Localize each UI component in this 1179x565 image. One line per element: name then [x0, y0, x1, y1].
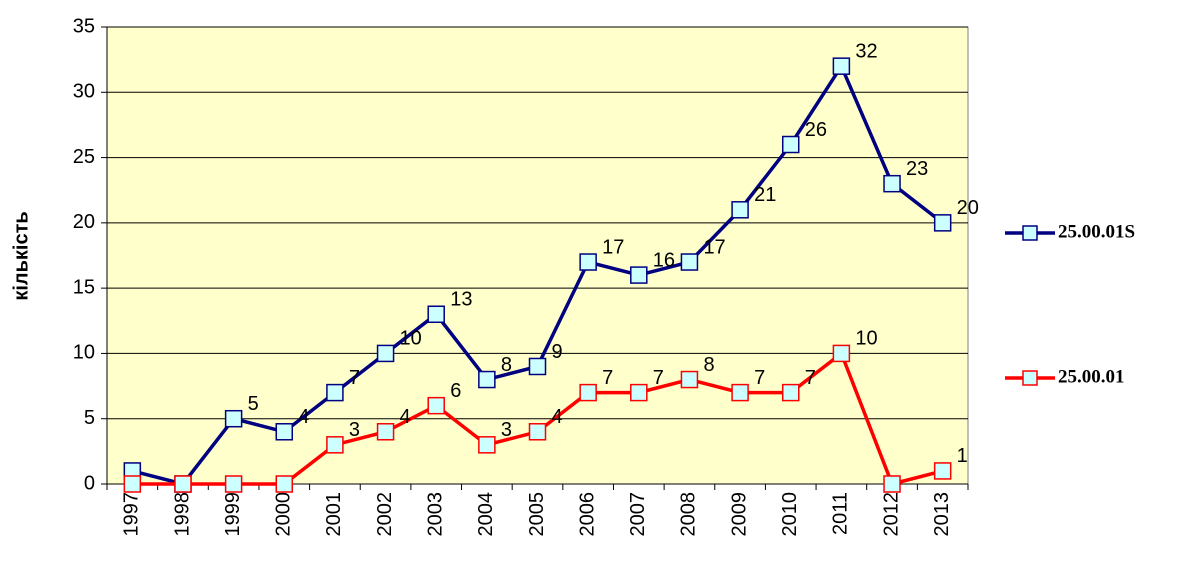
marker	[832, 57, 851, 75]
marker	[832, 344, 851, 363]
data-label: 4	[400, 406, 411, 428]
legend-marker	[1022, 370, 1038, 386]
data-label: 8	[501, 354, 512, 376]
data-label: 5	[248, 393, 259, 415]
marker	[376, 344, 395, 363]
y-tick-label: 15	[73, 276, 95, 298]
marker	[528, 357, 547, 376]
data-label: 9	[552, 341, 563, 363]
x-tick-label: 2003	[424, 492, 446, 537]
plot-area	[106, 26, 969, 485]
marker	[883, 174, 901, 193]
x-tick-label: 2002	[374, 492, 396, 537]
y-tick-label: 30	[73, 81, 95, 103]
data-label: 26	[805, 119, 827, 141]
data-label: 17	[703, 236, 725, 258]
x-tick-label: 1997	[121, 492, 143, 537]
x-tick-label: 2010	[779, 492, 801, 537]
data-label: 7	[805, 367, 816, 389]
data-label: 21	[754, 184, 776, 206]
marker	[781, 383, 800, 402]
legend-label: 25.00.01	[1058, 366, 1125, 387]
data-label: 3	[501, 419, 512, 441]
x-tick-label: 2011	[830, 492, 852, 535]
data-label: 13	[450, 289, 472, 311]
data-label: 4	[552, 406, 563, 428]
x-tick-label: 2001	[323, 492, 345, 537]
data-label: 7	[754, 367, 765, 389]
data-label: 16	[653, 249, 675, 271]
x-tick-label: 2009	[728, 492, 750, 537]
marker	[224, 409, 243, 428]
y-tick-label: 5	[84, 407, 95, 429]
data-label: 10	[400, 328, 422, 350]
data-label: 3	[349, 419, 360, 441]
marker	[630, 266, 648, 284]
marker	[427, 396, 445, 415]
x-tick-label: 2012	[880, 492, 902, 537]
data-label: 32	[855, 40, 877, 62]
legend-marker	[1022, 225, 1038, 241]
y-tick-label: 0	[84, 472, 95, 494]
marker	[933, 214, 952, 232]
marker	[326, 436, 344, 454]
marker	[478, 370, 496, 389]
x-tick-label: 1999	[222, 492, 244, 537]
data-label: 23	[906, 158, 928, 180]
x-tick-label: 2004	[475, 492, 497, 537]
marker	[933, 462, 952, 480]
y-tick-label: 20	[73, 211, 95, 233]
data-label: 1	[957, 445, 968, 467]
y-axis-label: кількість	[10, 211, 32, 300]
marker	[680, 253, 699, 271]
marker	[174, 475, 192, 493]
x-tick-label: 2007	[627, 492, 649, 537]
x-tick-label: 2008	[678, 492, 700, 537]
marker	[528, 423, 547, 441]
marker	[275, 475, 294, 493]
marker	[781, 135, 800, 154]
marker	[579, 253, 597, 271]
data-label: 20	[957, 197, 979, 219]
marker	[224, 475, 243, 493]
marker	[326, 383, 344, 402]
marker	[630, 383, 648, 402]
data-label: 10	[855, 328, 877, 350]
marker	[731, 201, 749, 219]
data-label: 7	[602, 367, 613, 389]
y-tick-label: 35	[73, 15, 95, 37]
x-tick-label: 2005	[526, 492, 548, 537]
marker	[883, 475, 901, 493]
legend-label: 25.00.01S	[1058, 221, 1135, 242]
x-tick-label: 2013	[931, 492, 953, 537]
data-label: 7	[653, 367, 664, 389]
marker	[680, 370, 699, 389]
data-label: 17	[602, 236, 624, 258]
y-tick-label: 25	[73, 146, 95, 168]
y-tick-label: 10	[73, 342, 95, 364]
marker	[731, 383, 749, 402]
x-tick-label: 2000	[273, 492, 295, 537]
data-label: 8	[703, 354, 714, 376]
marker	[275, 423, 294, 441]
data-label: 4	[298, 406, 309, 428]
data-label: 7	[349, 367, 360, 389]
x-tick-label: 2006	[576, 492, 598, 537]
marker	[376, 423, 395, 441]
x-tick-label: 1998	[171, 492, 193, 537]
marker	[579, 383, 597, 402]
marker	[478, 436, 496, 454]
data-label: 6	[450, 380, 461, 402]
marker	[123, 475, 142, 493]
marker	[427, 305, 445, 324]
